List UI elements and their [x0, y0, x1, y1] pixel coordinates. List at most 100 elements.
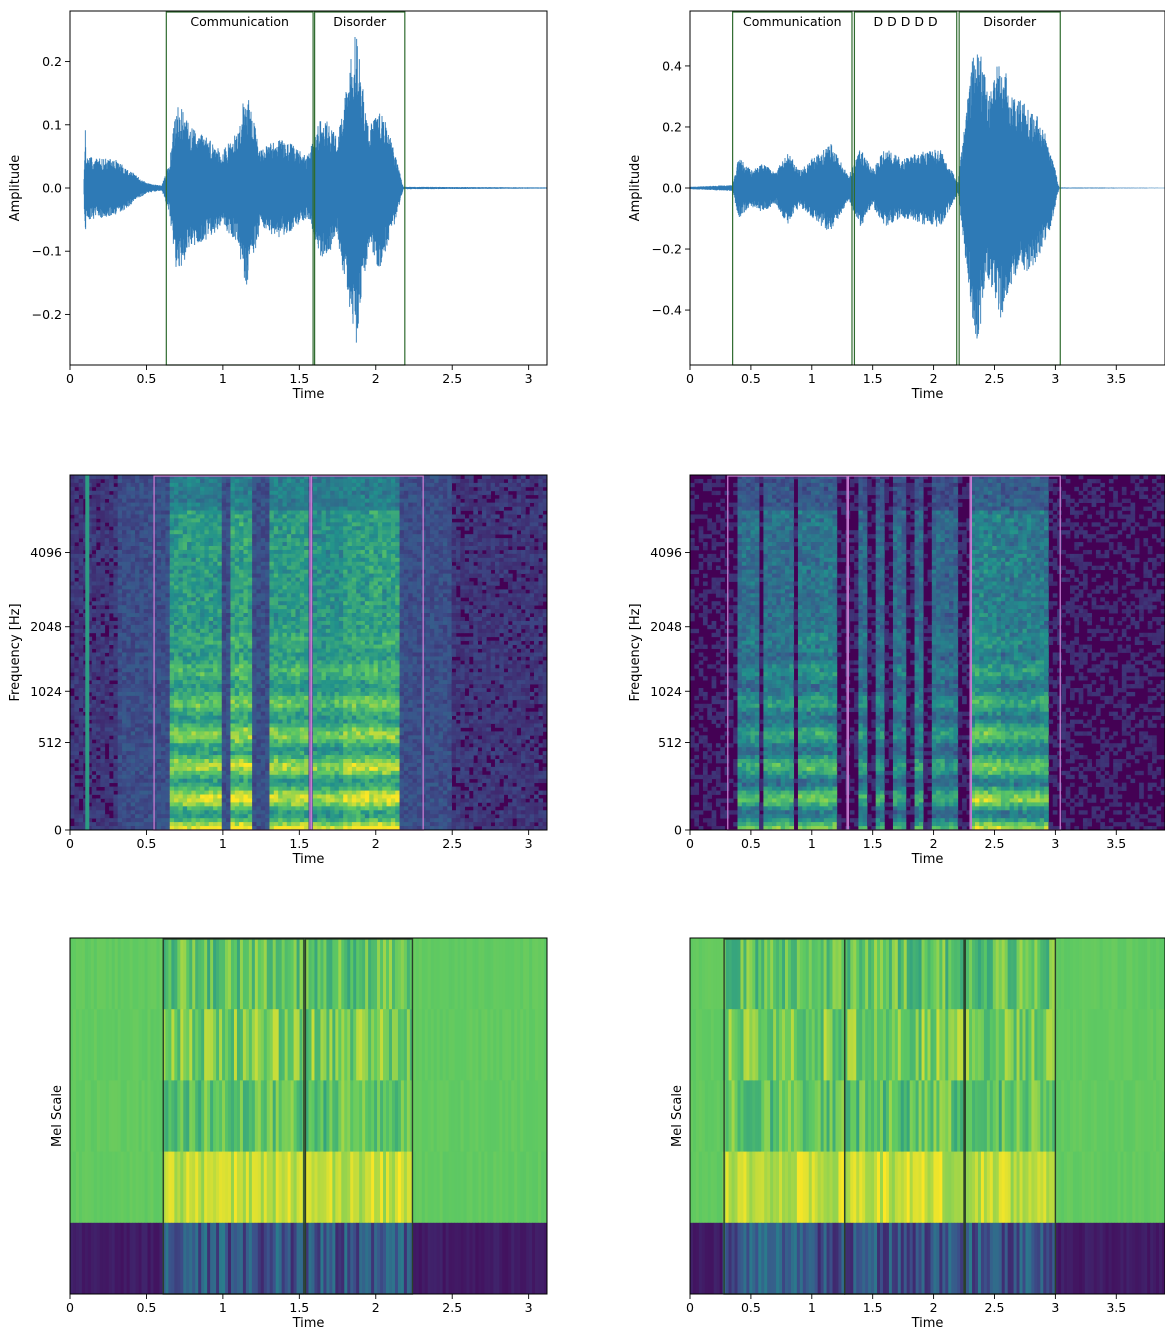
- spectrogram-cell: [70, 735, 75, 740]
- spectrogram-cell: [256, 719, 262, 724]
- spectrogram-cell: [273, 636, 279, 642]
- spectrogram-cell: [304, 703, 309, 709]
- spectrogram-cell: [78, 818, 84, 823]
- spectrogram-cell: [239, 652, 244, 657]
- spectrogram-cell: [109, 822, 114, 827]
- spectrogram-cell: [273, 664, 279, 669]
- spectrogram-cell: [265, 624, 270, 630]
- spectrogram-cell: [130, 593, 136, 598]
- spectrogram-cell: [87, 739, 93, 744]
- spectrogram-cell: [230, 542, 236, 547]
- spectrogram-cell: [139, 652, 145, 657]
- spectrogram-cell: [113, 806, 119, 811]
- spectrogram-cell: [174, 810, 179, 815]
- spectrogram-cell: [152, 755, 158, 760]
- spectrogram-cell: [165, 656, 171, 661]
- spectrogram-cell: [299, 617, 305, 622]
- spectrogram-cell: [187, 506, 192, 511]
- spectrogram-cell: [269, 660, 275, 665]
- spectrogram-cell: [278, 798, 283, 803]
- spectrogram-cell: [243, 762, 249, 768]
- spectrogram-cell: [100, 703, 106, 709]
- spectrogram-cell: [247, 644, 253, 649]
- spectrogram-cell: [195, 577, 201, 582]
- spectrogram-cell: [273, 605, 279, 610]
- spectrogram-cell: [260, 628, 266, 634]
- spectrogram-cell: [165, 735, 171, 740]
- spectrogram-cell: [152, 636, 158, 642]
- spectrogram-cell: [200, 486, 205, 492]
- x-tick-label: 2.5: [985, 371, 1005, 386]
- spectrogram-cell: [286, 605, 292, 610]
- spectrogram-cell: [221, 814, 227, 819]
- spectrogram-cell: [286, 727, 292, 732]
- spectrogram-cell: [174, 711, 179, 717]
- spectrogram-cell: [74, 770, 80, 776]
- spectrogram-cell: [169, 743, 175, 748]
- spectrogram-cell: [291, 676, 296, 681]
- spectrogram-cell: [169, 585, 175, 590]
- spectrogram-cell: [126, 680, 132, 685]
- spectrogram-cell: [139, 510, 145, 515]
- spectrogram-cell: [182, 794, 188, 799]
- spectrogram-cell: [143, 782, 149, 788]
- spectrogram-cell: [291, 478, 296, 484]
- spectrogram-cell: [265, 589, 270, 594]
- spectrogram-cell: [278, 668, 283, 673]
- spectrogram-cell: [239, 664, 244, 669]
- spectrogram-cell: [130, 636, 136, 642]
- spectrogram-cell: [109, 585, 114, 590]
- spectrogram-cell: [208, 715, 214, 720]
- spectrogram-cell: [100, 490, 106, 496]
- spectrogram-cell: [187, 660, 192, 665]
- spectrogram-cell: [169, 747, 175, 752]
- spectrogram-cell: [152, 613, 158, 618]
- spectrogram-cell: [70, 502, 75, 507]
- spectrogram-cell: [104, 490, 110, 496]
- spectrogram-cell: [273, 814, 279, 819]
- spectrogram-cell: [174, 589, 179, 594]
- spectrogram-cell: [100, 522, 106, 527]
- spectrogram-cell: [200, 546, 205, 551]
- spectrogram-cell: [191, 755, 197, 760]
- spectrogram-cell: [273, 660, 279, 665]
- spectrogram-cell: [299, 664, 305, 669]
- spectrogram-cell: [295, 794, 301, 799]
- spectrogram-cell: [286, 699, 292, 705]
- spectrogram-cell: [226, 475, 231, 480]
- spectrogram-cell: [200, 703, 205, 709]
- spectrogram-cell: [91, 802, 97, 807]
- spectrogram-cell: [308, 814, 314, 819]
- spectrogram-cell: [256, 530, 262, 535]
- spectrogram-cell: [208, 688, 214, 693]
- spectrogram-cell: [174, 814, 179, 819]
- spectrogram-cell: [126, 818, 132, 823]
- spectrogram-cell: [282, 620, 288, 626]
- spectrogram-cell: [243, 478, 249, 484]
- spectrogram-cell: [308, 743, 314, 748]
- spectrogram-cell: [139, 605, 145, 610]
- spectrogram-cell: [96, 569, 101, 575]
- spectrogram-cell: [221, 597, 227, 602]
- spectrogram-cell: [87, 782, 93, 788]
- spectrogram-cell: [135, 672, 140, 677]
- spectrogram-cell: [308, 498, 314, 504]
- spectrogram-cell: [200, 668, 205, 673]
- spectrogram-cell: [217, 731, 223, 736]
- spectrogram-cell: [226, 538, 231, 543]
- spectrogram-cell: [195, 538, 201, 543]
- spectrogram-cell: [143, 790, 149, 795]
- spectrogram-cell: [126, 589, 132, 594]
- spectrogram-cell: [217, 794, 223, 799]
- spectrogram-cell: [139, 731, 145, 736]
- spectrogram-cell: [195, 486, 201, 492]
- spectrogram-cell: [234, 747, 240, 752]
- spectrogram-cell: [312, 502, 318, 507]
- spectrogram-cell: [217, 498, 223, 504]
- spectrogram-cell: [109, 624, 114, 630]
- spectrogram-cell: [109, 605, 114, 610]
- spectrogram-cell: [195, 510, 201, 515]
- spectrogram-cell: [174, 739, 179, 744]
- spectrogram-cell: [182, 526, 188, 531]
- spectrogram-cell: [135, 617, 140, 622]
